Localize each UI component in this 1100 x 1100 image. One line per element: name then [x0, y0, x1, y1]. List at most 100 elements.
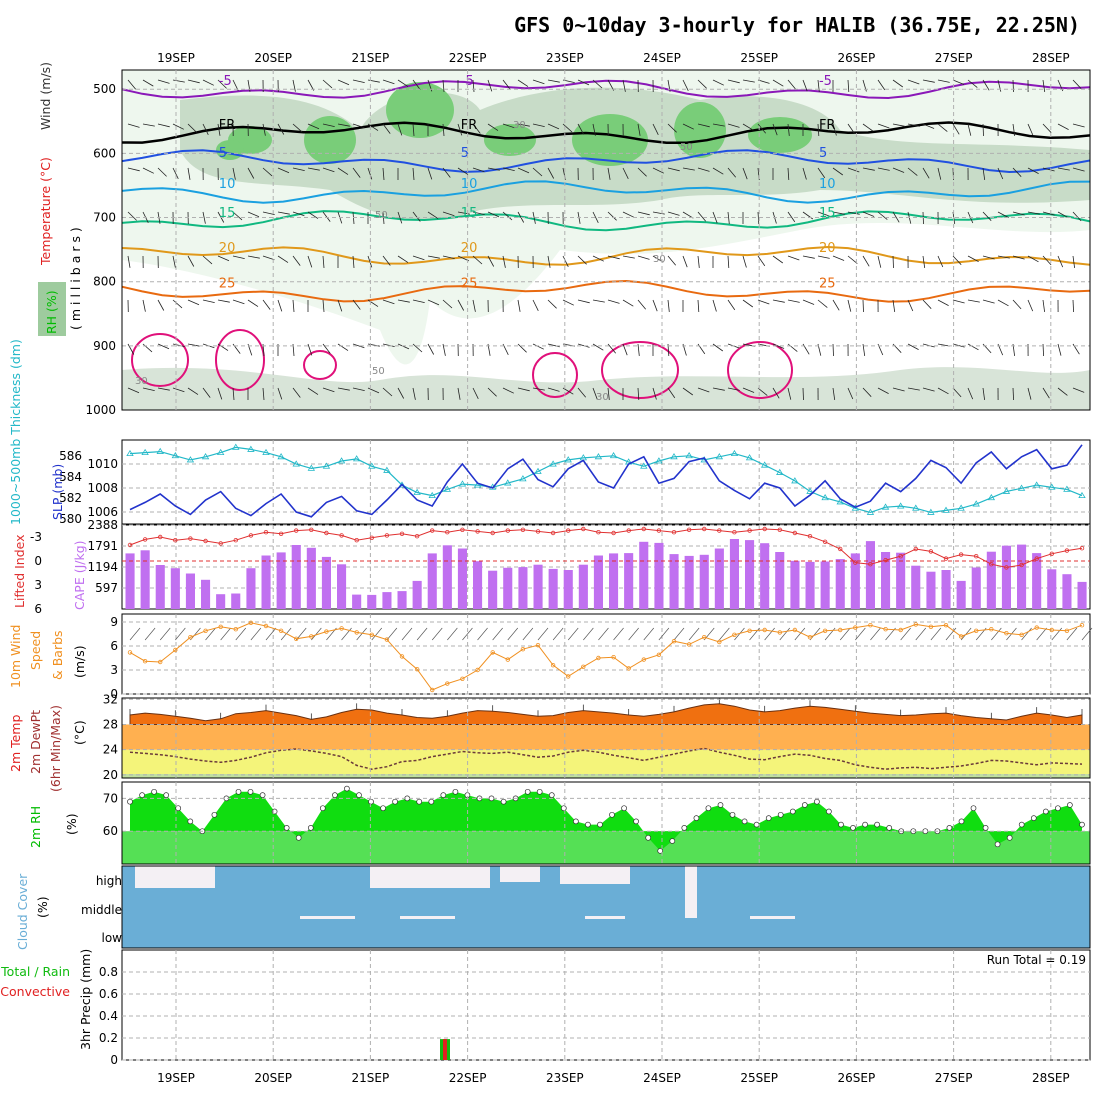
- wind-barb: [877, 255, 882, 268]
- thickness-point: [277, 453, 285, 460]
- rh2m-point: [380, 805, 386, 812]
- rh2m-point: [705, 805, 712, 812]
- wind-barb: [427, 299, 440, 306]
- rh2m-point: [536, 788, 543, 795]
- wind-barb: [982, 255, 995, 260]
- wind-barb: [382, 255, 391, 266]
- rh2m-point: [801, 802, 808, 808]
- rh2m-base: [122, 831, 1090, 864]
- barbs-axis-label: & Barbs: [50, 630, 65, 680]
- wind-barb: [187, 123, 197, 133]
- wind-barb: [622, 79, 626, 92]
- wind-barb: [817, 123, 820, 137]
- cape-bar: [548, 568, 558, 609]
- rh2m-point: [1042, 808, 1049, 815]
- cape-bar: [261, 555, 271, 609]
- top-date-label: 23SEP: [546, 51, 584, 65]
- wind-barb: [352, 343, 365, 349]
- wind-barb: [127, 255, 131, 268]
- cape-bar: [639, 541, 649, 609]
- wind10-point: [943, 623, 949, 628]
- wind10-point: [445, 681, 450, 686]
- wind10-point: [838, 627, 843, 633]
- wind-barb: [547, 387, 560, 392]
- wind10-point: [324, 629, 329, 634]
- wind-barb: [652, 167, 664, 174]
- cape-bar: [1077, 581, 1087, 609]
- wind-barb: [457, 123, 463, 136]
- t2m-axis-label: 2m Temp: [8, 715, 23, 772]
- wind-barb: [982, 167, 986, 180]
- isotherm-label: -5: [819, 74, 832, 89]
- pressure-tick: 500: [93, 82, 116, 96]
- wind-barb: [352, 79, 365, 83]
- precip-tick: 0.2: [99, 1031, 118, 1045]
- wind-barb: [442, 343, 446, 356]
- wind10-point: [173, 647, 178, 653]
- wind-barb: [412, 123, 415, 137]
- precip-tick: 0.4: [99, 1009, 118, 1023]
- wind-barb: [607, 387, 610, 400]
- isotherm-label: 25: [219, 276, 236, 291]
- slp-axis-label: SLP (mb): [50, 464, 65, 520]
- wind-barb: [697, 79, 707, 89]
- wind-barb: [937, 123, 948, 132]
- wind-barb: [1072, 299, 1074, 313]
- wind-barb: [787, 123, 790, 136]
- wind-barb: [487, 79, 493, 92]
- bottom-date-label: 27SEP: [935, 1071, 973, 1085]
- li-point: [294, 528, 299, 533]
- cape-bar: [1062, 574, 1072, 609]
- thickness-point: [186, 456, 195, 463]
- wind-barb: [787, 343, 798, 352]
- wind-barb: [532, 123, 545, 127]
- wind10-point: [566, 674, 571, 679]
- rh2m-units: (%): [64, 813, 79, 835]
- wind-barb: [877, 167, 890, 171]
- wind-barb: [607, 167, 611, 180]
- wind-barb: [922, 79, 935, 83]
- wind-barb: [187, 79, 200, 84]
- cape-bar: [835, 559, 845, 609]
- thickness-point: [791, 477, 799, 484]
- cape-bar: [231, 593, 241, 609]
- isotherm-label: 20: [219, 241, 236, 256]
- cape-bar: [578, 564, 588, 609]
- cape-li-axis-labels: Lifted Index CAPE (J/kg): [12, 534, 87, 610]
- cape-bar: [986, 551, 996, 609]
- wind-barb: [742, 387, 755, 393]
- wind-barb: [622, 343, 628, 356]
- wind-barb: [202, 123, 209, 135]
- li-point: [550, 530, 556, 536]
- wind-barb: [337, 299, 343, 312]
- li-point: [309, 527, 314, 532]
- wind10-barb: [900, 627, 911, 641]
- wind-barb: [1012, 167, 1022, 177]
- wind10-point: [535, 643, 541, 648]
- isotherm-label: 20: [819, 241, 836, 256]
- rh-axis-label: RH (%): [44, 290, 59, 334]
- thickness-tick: 586: [59, 449, 82, 463]
- wind-barb: [922, 255, 926, 268]
- wind-barb: [472, 79, 475, 93]
- wind-barb: [712, 167, 724, 175]
- wind-barb: [742, 167, 748, 180]
- li-point: [520, 527, 526, 532]
- chart-title: GFS 0~10day 3-hourly for HALIB (36.75E, …: [514, 13, 1080, 37]
- wind-barb: [247, 255, 260, 259]
- panel-frame: [121, 69, 1091, 411]
- wind-barb: [337, 387, 350, 391]
- wind-barb: [487, 387, 497, 397]
- wind-barb: [937, 255, 944, 268]
- li-point: [430, 528, 435, 533]
- cape-bar: [442, 545, 452, 609]
- wind-barb: [982, 299, 995, 304]
- wind-barb: [697, 255, 700, 268]
- top-date-label: 28SEP: [1032, 51, 1070, 65]
- li-line: [129, 528, 1083, 568]
- thickness-point: [1032, 481, 1041, 488]
- wind-barb: [787, 167, 790, 181]
- wind10-barb: [401, 627, 413, 641]
- li-point: [596, 530, 601, 535]
- wind-barb: [967, 255, 979, 262]
